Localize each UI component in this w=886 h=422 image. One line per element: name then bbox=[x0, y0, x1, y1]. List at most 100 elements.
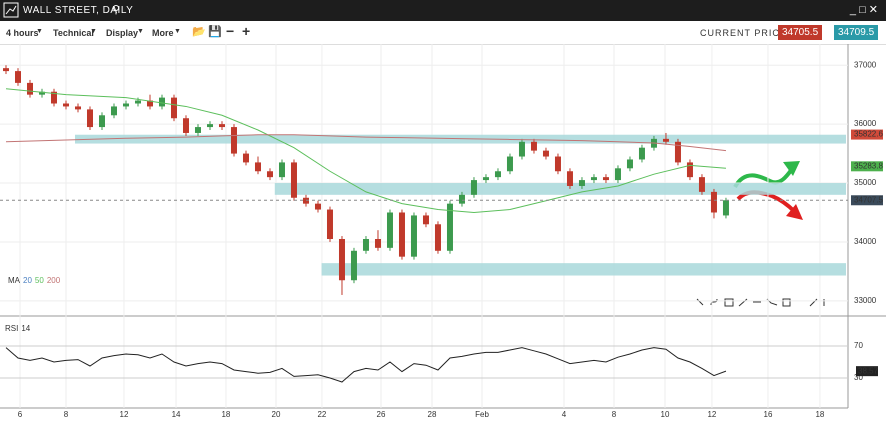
current-price-label: CURRENT PRICE: bbox=[700, 28, 791, 38]
menu[interactable]: 4 hours bbox=[6, 28, 39, 38]
candle-body bbox=[422, 215, 429, 225]
x-tick-label: 22 bbox=[317, 410, 326, 419]
candle-body bbox=[74, 106, 81, 110]
price-tag-label: 35283.8 bbox=[854, 161, 883, 170]
candle-body bbox=[134, 100, 141, 104]
logo bbox=[3, 2, 19, 18]
ma-legend: MA 20 50 200 bbox=[8, 276, 61, 285]
candle-body bbox=[50, 91, 57, 104]
candle-body bbox=[14, 71, 21, 83]
candle-body bbox=[362, 239, 369, 251]
zoom-out[interactable]: − bbox=[226, 23, 235, 39]
legend-entry: 20 bbox=[23, 276, 32, 285]
candle-body bbox=[554, 156, 561, 172]
x-tick-label: 12 bbox=[707, 410, 716, 419]
candle-body bbox=[482, 177, 489, 181]
candle-body bbox=[146, 100, 153, 107]
legend-entry: 50 bbox=[35, 276, 44, 285]
y-tick-label: 37000 bbox=[854, 60, 877, 69]
candle-body bbox=[302, 197, 309, 204]
price-tag-label: 35822.6 bbox=[854, 130, 883, 139]
candle-body bbox=[434, 224, 441, 251]
rsi-legend: RSI 14 bbox=[5, 324, 31, 333]
bid-price[interactable]: 34705.5 bbox=[778, 25, 823, 40]
rsi-line bbox=[5, 347, 727, 383]
open-icon[interactable]: 📂 bbox=[192, 26, 206, 38]
candle-body bbox=[590, 177, 597, 181]
candle-body bbox=[26, 82, 33, 95]
zone bbox=[74, 134, 846, 144]
candle-body bbox=[686, 162, 693, 178]
ma-line bbox=[5, 88, 727, 213]
x-tick-label: 8 bbox=[612, 410, 617, 419]
x-tick-label: 8 bbox=[64, 410, 69, 419]
y-tick-label: 36000 bbox=[854, 119, 877, 128]
candle-body bbox=[110, 106, 117, 116]
candle-body bbox=[566, 171, 573, 186]
search-icon[interactable]: ⚲ bbox=[112, 4, 121, 16]
candle-body bbox=[98, 115, 105, 128]
chart-title: WALL STREET, DAILY bbox=[23, 5, 134, 16]
rsi-tick-label: 30 bbox=[854, 373, 863, 382]
candle-body bbox=[470, 180, 477, 195]
x-tick-label: 4 bbox=[562, 410, 567, 419]
menu[interactable]: Display bbox=[106, 28, 139, 38]
candle-body bbox=[410, 215, 417, 257]
x-tick-label: 18 bbox=[221, 410, 230, 419]
x-tick-label: 20 bbox=[272, 410, 281, 419]
x-tick-label: 18 bbox=[815, 410, 824, 419]
rsi-tag-label: 38.57 bbox=[858, 366, 879, 375]
chart: 6 8 12 14 18 20 22 26 28 Feb 4 8 10 12 16 18 33000 34000 3… bbox=[0, 44, 886, 419]
candle-body bbox=[278, 162, 285, 178]
y-tick-label: 33000 bbox=[854, 296, 877, 305]
y-tick-label: 35000 bbox=[854, 178, 877, 187]
candle-body bbox=[542, 150, 549, 157]
candle-body bbox=[710, 191, 717, 213]
candle-body bbox=[398, 212, 405, 257]
candle-body bbox=[614, 168, 621, 181]
zoom-in[interactable]: + bbox=[242, 23, 251, 39]
x-tick-label: 14 bbox=[172, 410, 181, 419]
ask-price[interactable]: 34709.5 bbox=[834, 25, 879, 40]
rsi-period: 14 bbox=[21, 324, 30, 333]
menu[interactable]: More bbox=[152, 28, 174, 38]
legend-entry: MA bbox=[8, 276, 21, 285]
candle-body bbox=[698, 177, 705, 192]
rsi-tag bbox=[856, 366, 878, 377]
candle-body bbox=[2, 68, 9, 72]
candle-body bbox=[194, 127, 201, 133]
candle-body bbox=[638, 147, 645, 160]
save-icon[interactable]: 💾 bbox=[208, 26, 222, 38]
candle-body bbox=[326, 209, 333, 240]
candle-body bbox=[458, 194, 465, 204]
candle-body bbox=[170, 97, 177, 119]
candle-body bbox=[722, 200, 729, 216]
candle-body bbox=[182, 118, 189, 133]
candle-body bbox=[266, 171, 273, 178]
candle-body bbox=[674, 141, 681, 163]
candle-body bbox=[374, 239, 381, 248]
x-tick-label: 26 bbox=[377, 410, 386, 419]
x-tick-label: 10 bbox=[661, 410, 670, 419]
candle-body bbox=[506, 156, 513, 172]
candle-body bbox=[242, 153, 249, 163]
candle-body bbox=[230, 127, 237, 154]
y-tick-label: 34000 bbox=[854, 237, 877, 246]
candle-body bbox=[446, 203, 453, 251]
candle-body bbox=[518, 141, 525, 157]
candle-body bbox=[602, 177, 609, 181]
drawing-tools[interactable] bbox=[696, 298, 825, 307]
price-tag bbox=[851, 129, 883, 140]
candle-body bbox=[494, 171, 501, 178]
candle-body bbox=[86, 109, 93, 128]
menu[interactable]: Technical bbox=[53, 28, 94, 38]
candle-body bbox=[626, 159, 633, 169]
window-controls[interactable]: _ □ ✕ bbox=[849, 4, 878, 16]
candle-body bbox=[122, 103, 129, 107]
candle-body bbox=[290, 162, 297, 198]
rsi-tick-label: 70 bbox=[854, 341, 863, 350]
legend-entry: 200 bbox=[47, 276, 61, 285]
x-tick-label: 12 bbox=[120, 410, 129, 419]
candle-body bbox=[338, 239, 345, 281]
